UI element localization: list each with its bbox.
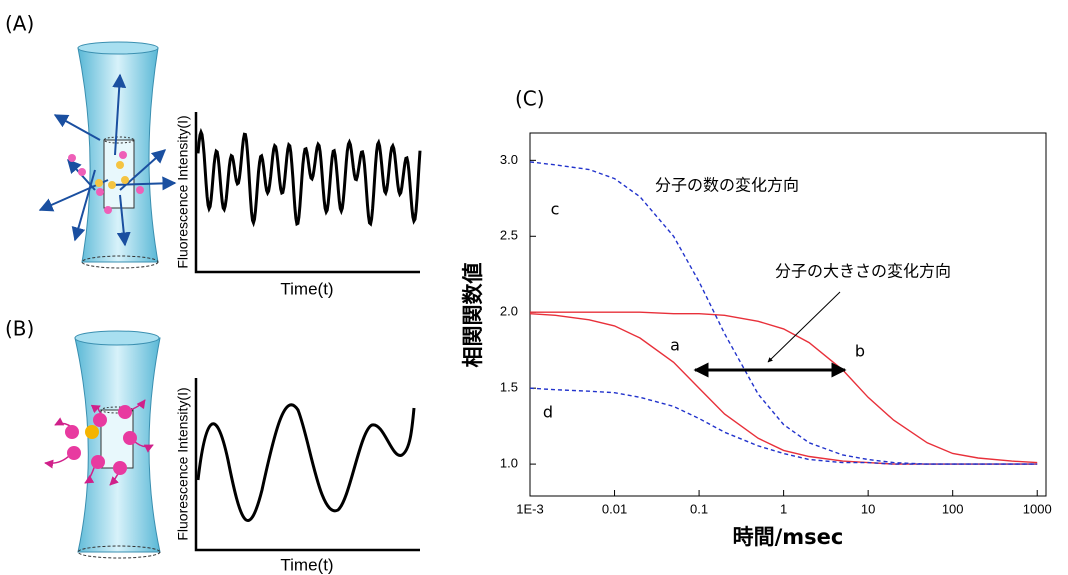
trace-a <box>196 127 422 228</box>
x-tick-label: 0.1 <box>690 501 708 516</box>
trace-b <box>196 403 416 523</box>
x-tick-label: 1 <box>780 501 787 516</box>
panel-label: (B) <box>5 317 34 341</box>
arrow <box>767 291 841 363</box>
panel-axes <box>194 112 420 552</box>
x-axis-label: 時間/msec <box>733 525 844 549</box>
series-label: c <box>551 200 560 219</box>
series-label: d <box>543 403 553 422</box>
illustration-b <box>44 330 161 559</box>
line-series <box>530 311 1038 464</box>
y-tick-label: 1.5 <box>500 380 518 395</box>
x-axis-label: Time(t) <box>280 555 333 574</box>
illustration-a <box>38 41 177 269</box>
x-tick-label: 1E-3 <box>516 501 543 516</box>
chart-title: (C) <box>515 87 545 111</box>
x-tick-label: 1000 <box>1023 501 1052 516</box>
y-axis-label: Fluorescence Intensity(I) <box>175 387 191 540</box>
x-tick-label: 10 <box>861 501 875 516</box>
y-tick-label: 1.0 <box>500 456 518 471</box>
x-tick-label: 0.01 <box>602 501 627 516</box>
y-axis-label: Fluorescence Intensity(I) <box>175 115 191 268</box>
panel-label: (A) <box>5 12 34 36</box>
x-axis-label: Time(t) <box>280 279 333 298</box>
y-axis-label: 相関関数値 <box>461 263 485 368</box>
x-tick-label: 100 <box>942 501 964 516</box>
series-label: a <box>670 336 680 355</box>
y-tick-label: 2.0 <box>500 304 518 319</box>
annotation: 分子の数の変化方向 <box>655 176 799 195</box>
y-tick-label: 2.5 <box>500 228 518 243</box>
line-series <box>529 161 1038 465</box>
line-series <box>529 387 1038 465</box>
y-tick-label: 3.0 <box>500 152 518 167</box>
series-label: b <box>855 342 865 361</box>
annotation: 分子の大きさの変化方向 <box>775 262 951 281</box>
line-series <box>529 313 1038 465</box>
plot-frame <box>529 132 1047 497</box>
